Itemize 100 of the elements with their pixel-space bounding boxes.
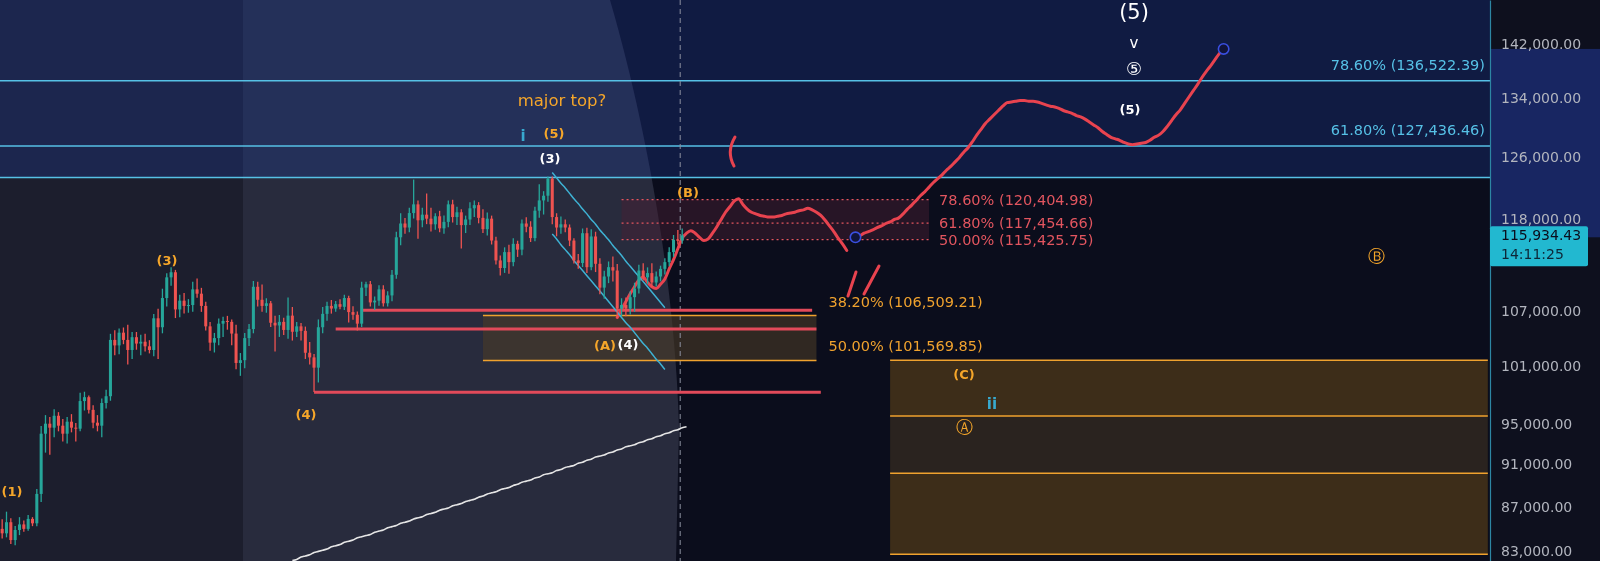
candlestick <box>438 210 442 233</box>
annotation: i <box>520 127 526 145</box>
ref-line-label: 61.80% (127,436.46) <box>1330 121 1485 138</box>
candlestick <box>650 263 654 288</box>
candlestick <box>208 322 212 351</box>
candlestick <box>494 236 498 265</box>
candlestick <box>407 207 411 233</box>
annotation: (5) <box>543 125 565 141</box>
candlestick <box>351 306 355 320</box>
candlestick <box>212 332 216 353</box>
annotation: (1) <box>1 483 23 499</box>
candlestick <box>65 417 69 444</box>
candlestick <box>637 264 641 294</box>
candlestick <box>191 281 195 312</box>
candlestick <box>412 179 416 219</box>
annotation: Ⓐ <box>955 417 973 437</box>
candlestick <box>442 215 446 234</box>
candlestick <box>139 334 143 356</box>
candlestick <box>238 353 242 376</box>
annotation: (4) <box>617 336 639 352</box>
candlestick <box>368 280 372 307</box>
y-tick-label: 91,000.00 <box>1501 456 1573 473</box>
candlestick <box>602 270 606 299</box>
line-series <box>551 171 666 309</box>
candlestick <box>156 308 160 359</box>
candlestick <box>61 419 65 442</box>
candlestick <box>312 353 316 393</box>
candlestick <box>269 300 273 327</box>
annotation: major top? <box>517 90 607 110</box>
candlestick <box>338 299 342 310</box>
candlestick <box>195 278 199 298</box>
annotation: (C) <box>953 366 975 382</box>
candlestick <box>217 318 221 346</box>
annotation: v <box>1129 34 1139 52</box>
y-tick-label: 142,000.00 <box>1501 35 1582 52</box>
candlestick <box>503 247 507 273</box>
candlestick <box>299 323 303 341</box>
candlestick <box>199 287 203 312</box>
series-label: 50.00% (115,425.75) <box>939 231 1094 248</box>
candlestick <box>529 221 533 243</box>
y-tick-label: 83,000.00 <box>1501 543 1573 560</box>
candlestick <box>446 200 450 228</box>
annotation: (3) <box>539 150 561 166</box>
annotation: (4) <box>295 406 317 422</box>
candlestick <box>624 297 628 317</box>
candlestick <box>230 319 234 346</box>
candlestick <box>490 215 494 245</box>
candlestick <box>377 285 381 306</box>
candlestick <box>455 206 459 225</box>
candlestick <box>663 258 667 275</box>
series-label: 61.80% (117,454.66) <box>939 215 1094 232</box>
candlestick <box>204 301 208 331</box>
y-tick-label: 126,000.00 <box>1501 148 1582 165</box>
candlestick <box>425 193 429 225</box>
candlestick <box>4 511 9 538</box>
line-series <box>291 425 688 561</box>
candlestick <box>633 282 637 312</box>
candlestick <box>243 332 247 369</box>
candlestick <box>130 332 134 359</box>
candlestick <box>104 389 108 409</box>
candlestick <box>611 256 615 282</box>
candlestick <box>221 316 225 337</box>
candlestick <box>537 184 541 218</box>
candlestick <box>416 200 420 239</box>
candlestick <box>17 517 22 536</box>
text: 14:11:25 <box>1501 246 1564 263</box>
candlestick <box>468 202 472 225</box>
y-tick-label: 134,000.00 <box>1501 90 1582 107</box>
candlestick <box>507 244 511 274</box>
annotation: (5) <box>1119 101 1141 117</box>
candlestick <box>598 258 602 295</box>
candlestick <box>364 281 368 297</box>
series-label: 50.00% (101,569.85) <box>828 338 983 355</box>
candlestick <box>247 323 251 347</box>
candlestick <box>546 176 550 202</box>
candlestick <box>303 326 307 359</box>
candlestick <box>676 230 680 245</box>
candlestick <box>256 281 260 307</box>
candlestick <box>559 216 563 234</box>
candlestick <box>568 224 572 247</box>
candlestick <box>165 273 169 307</box>
candlestick <box>286 297 290 339</box>
candlestick <box>390 269 394 302</box>
candlestick <box>399 213 403 246</box>
candlestick <box>481 209 485 234</box>
candlestick <box>555 213 559 237</box>
series-label: 78.60% (120,404.98) <box>939 191 1094 208</box>
candlestick <box>290 307 294 341</box>
candlestick <box>381 285 385 307</box>
candlestick <box>182 293 186 314</box>
ref-line-label: 78.60% (136,522.39) <box>1330 56 1485 73</box>
candlestick <box>511 238 515 267</box>
annotation: ii <box>986 395 998 413</box>
candlestick <box>260 284 264 312</box>
candlestick <box>117 328 121 355</box>
annotation: (A) <box>594 337 616 353</box>
candlestick <box>451 199 455 223</box>
candlestick <box>572 238 576 264</box>
candlestick <box>477 202 481 224</box>
candlestick <box>100 398 104 438</box>
